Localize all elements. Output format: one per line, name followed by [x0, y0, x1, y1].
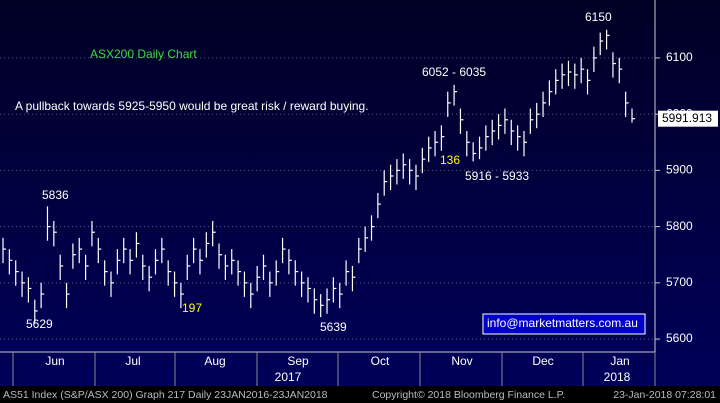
last-price-label: 5991.913 — [662, 111, 712, 125]
x-tick-label: Jul — [125, 354, 140, 368]
annotation: 5836 — [42, 188, 69, 202]
annotation: A pullback towards 5925-5950 would be gr… — [15, 99, 369, 113]
x-tick-label: Jun — [45, 354, 64, 368]
year-label: 2018 — [604, 370, 631, 384]
annotation: 5916 - 5933 — [465, 169, 529, 183]
year-label: 2017 — [275, 370, 302, 384]
footer-bar — [0, 386, 720, 403]
annotation: 136 — [440, 153, 460, 167]
x-tick-label: Sep — [287, 354, 309, 368]
info-box — [482, 313, 646, 335]
x-tick-label: Oct — [371, 354, 390, 368]
y-tick-label: 5700 — [666, 275, 693, 289]
footer-text: 23-Jan-2018 07:28:01 — [613, 389, 716, 401]
y-tick-label: 6100 — [666, 50, 693, 64]
annotation: ASX200 Daily Chart — [90, 47, 197, 61]
y-tick-label: 5600 — [666, 331, 693, 345]
x-tick-label: Jan — [610, 354, 629, 368]
footer-text: AS51 Index (S&P/ASX 200) Graph 217 Daily… — [3, 389, 328, 401]
last-price-box — [658, 110, 718, 127]
annotation: 197 — [182, 301, 202, 315]
x-tick-label: Aug — [204, 354, 225, 368]
y-tick-label: 5900 — [666, 163, 693, 177]
y-tick-label: 5800 — [666, 219, 693, 233]
annotation: info@marketmatters.com.au — [487, 316, 638, 330]
annotation: 5629 — [26, 317, 53, 331]
annotation: 6150 — [585, 10, 612, 24]
x-tick-label: Dec — [532, 354, 553, 368]
annotation: 5639 — [320, 320, 347, 334]
footer-text: Copyright© 2018 Bloomberg Finance L.P. — [372, 389, 565, 401]
x-tick-label: Nov — [451, 354, 472, 368]
annotation: 6052 - 6035 — [422, 65, 486, 79]
